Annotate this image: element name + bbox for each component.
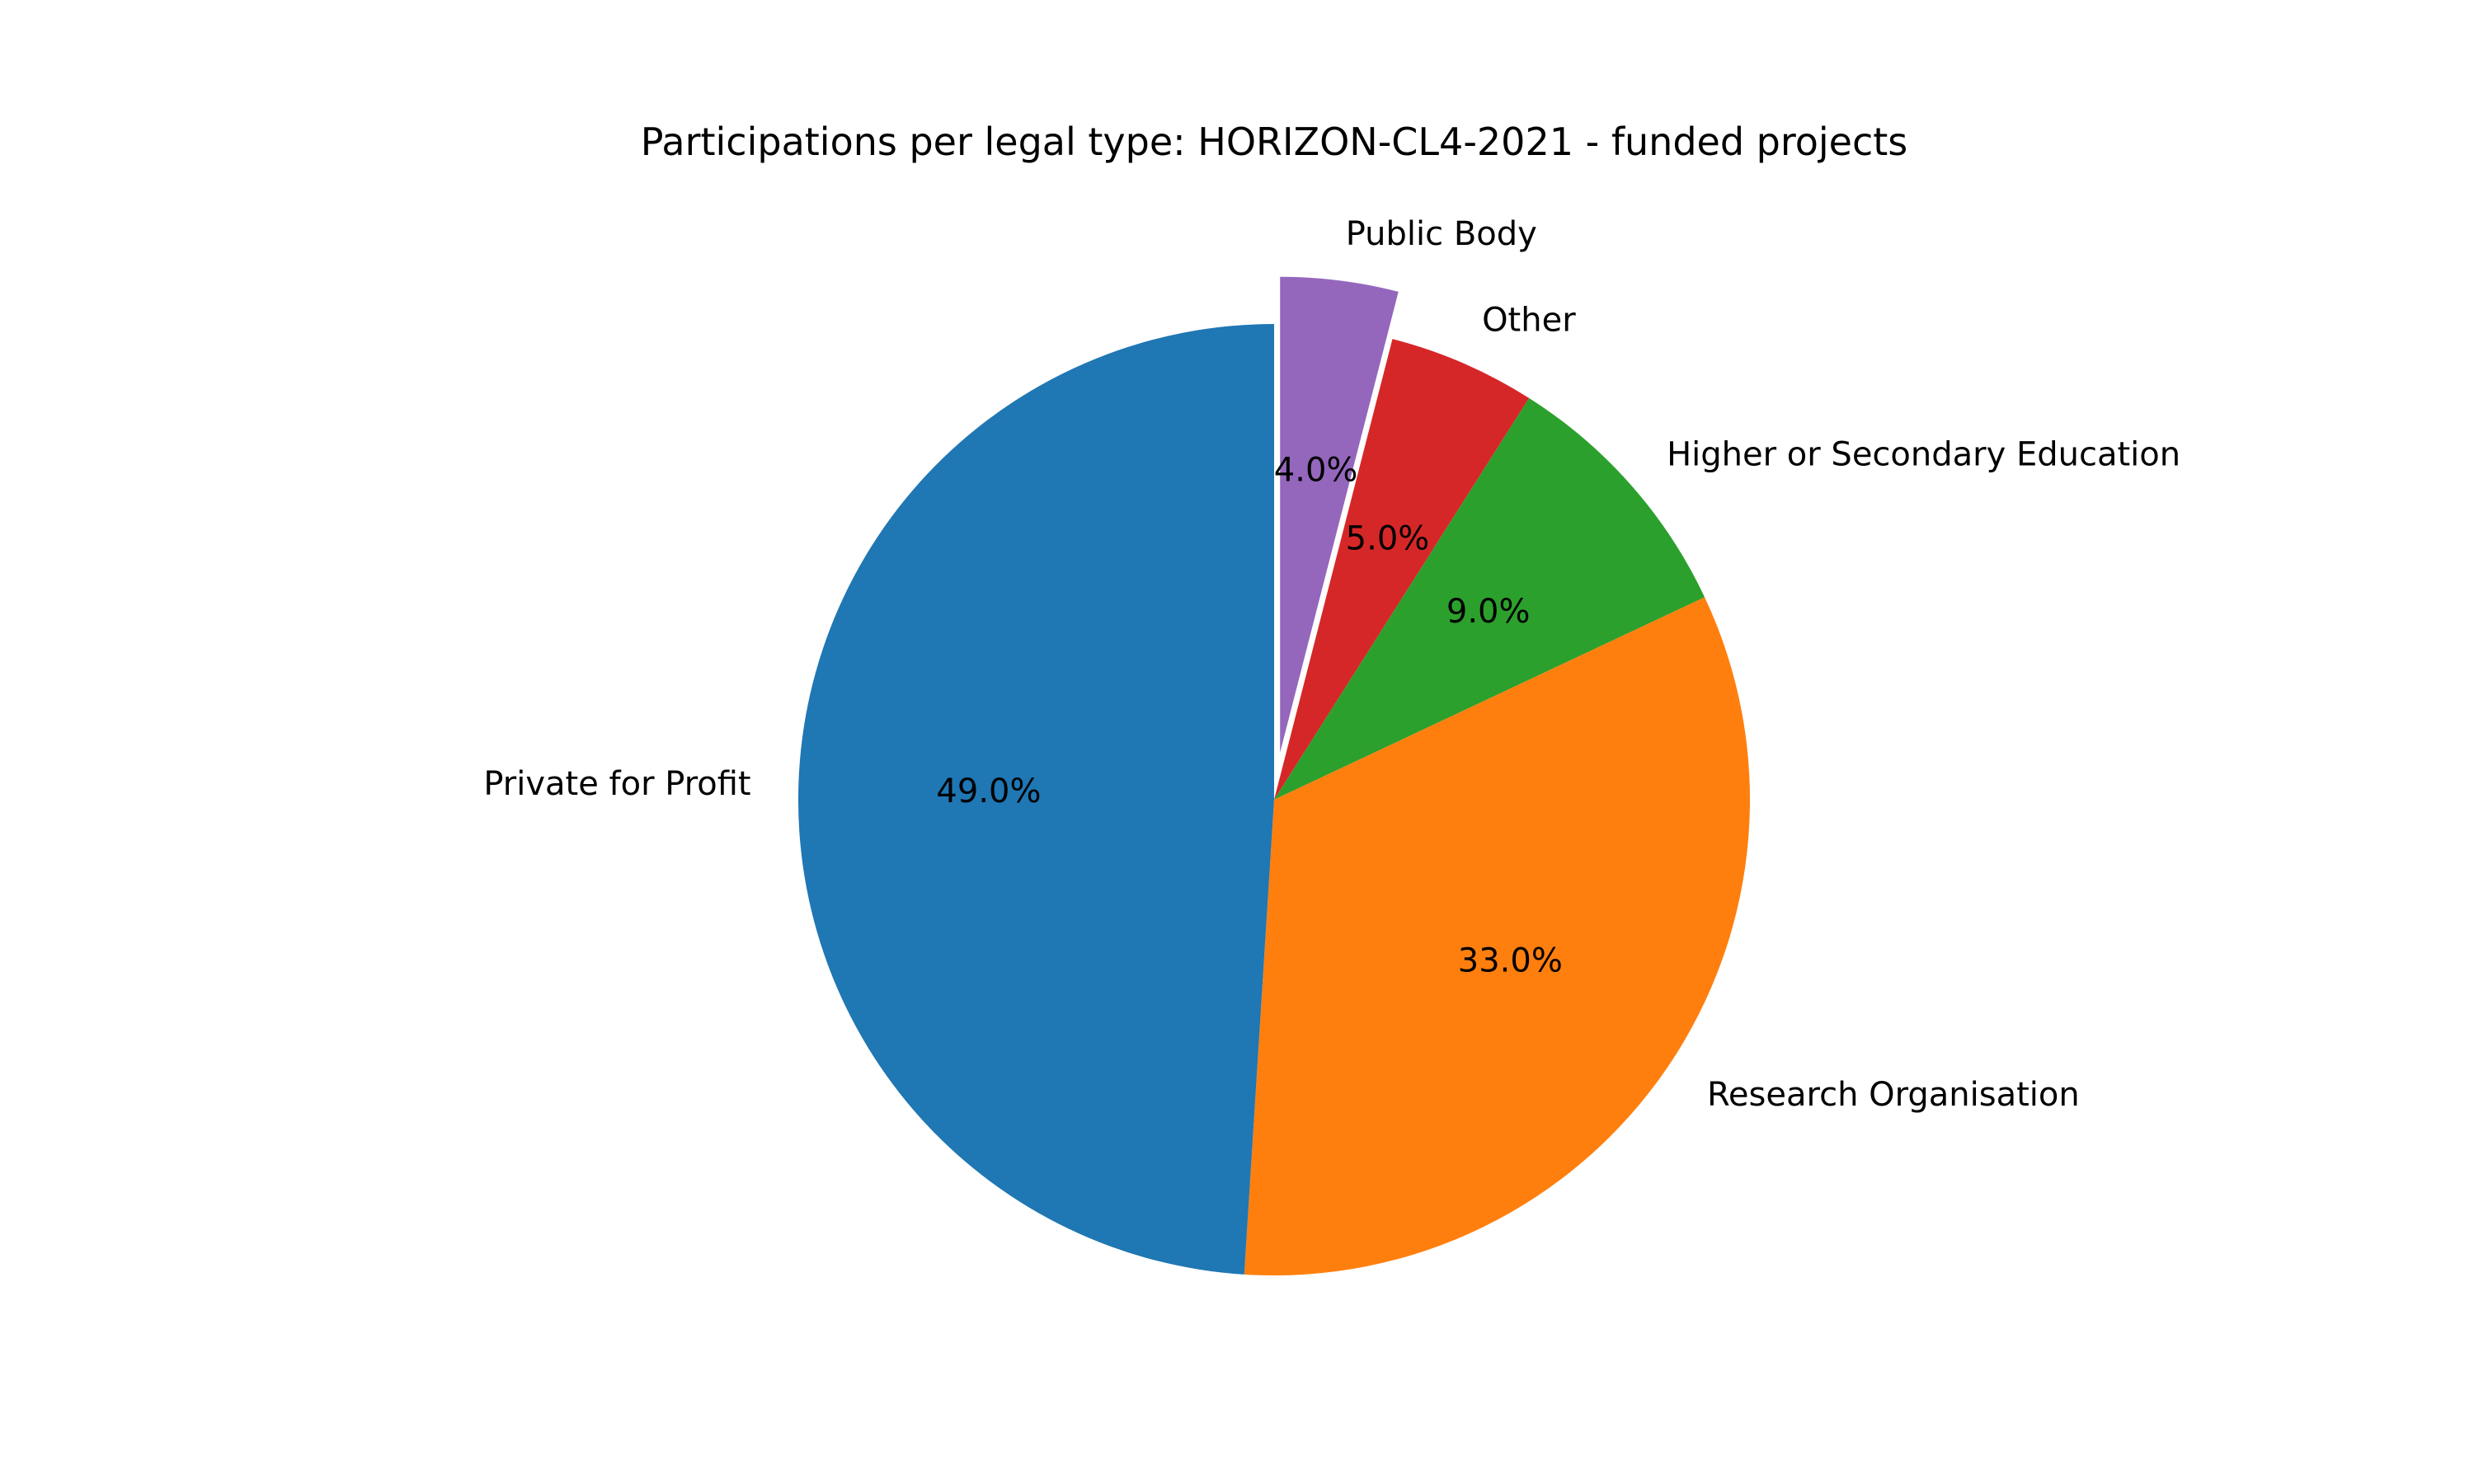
slice-label-research-organisation: Research Organisation	[1707, 1076, 2080, 1114]
pie-slices	[797, 276, 1750, 1275]
pie-slice-higher-or-secondary-education	[1274, 397, 1705, 800]
pie-slice-other	[1274, 339, 1530, 800]
slice-percent-private-for-profit: 49.0%	[936, 773, 1041, 810]
pie-slice-research-organisation	[1244, 597, 1750, 1275]
chart-title: Participations per legal type: HORIZON-C…	[641, 120, 1908, 164]
slice-percent-public-body: 4.0%	[1274, 451, 1358, 489]
slice-label-higher-or-secondary-education: Higher or Secondary Education	[1667, 435, 2180, 473]
pie-slice-public-body	[1280, 276, 1399, 753]
slice-label-private-for-profit: Private for Profit	[483, 765, 750, 803]
pie-labels: Public Body 4.0% Other 5.0% Higher or Second…	[483, 215, 2180, 1114]
slice-label-other: Other	[1482, 302, 1576, 340]
slice-percent-research-organisation: 33.0%	[1458, 942, 1563, 980]
pie-slice-private-for-profit	[797, 324, 1274, 1275]
slice-label-public-body: Public Body	[1346, 215, 1537, 253]
slice-percent-other: 5.0%	[1346, 519, 1430, 557]
slice-percent-higher-or-secondary-education: 9.0%	[1446, 593, 1531, 631]
